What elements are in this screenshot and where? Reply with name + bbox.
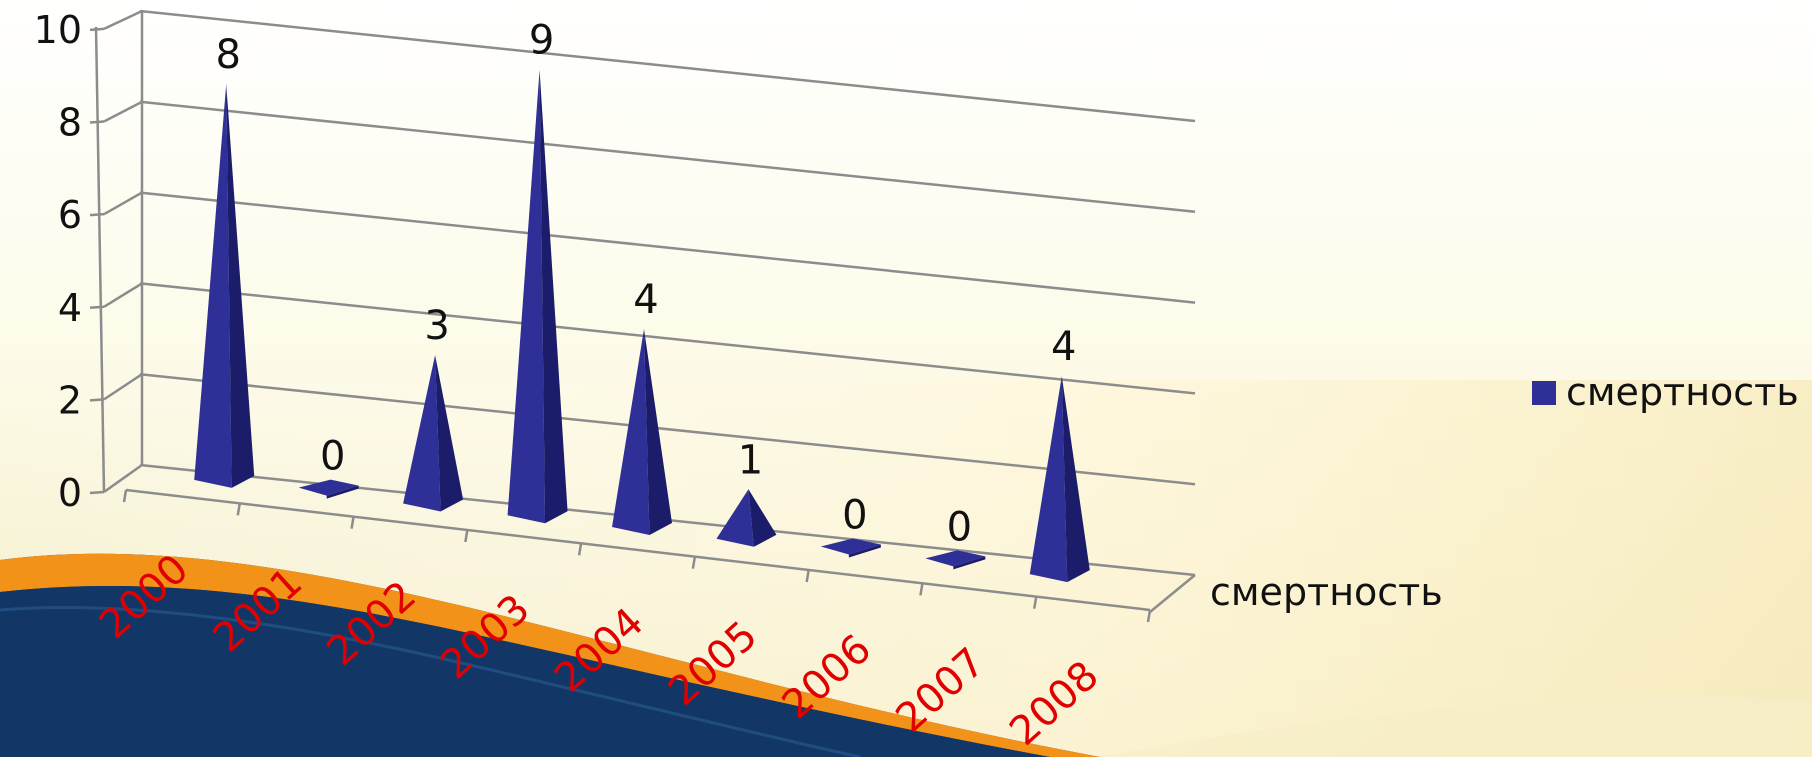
data-label: 4 — [633, 277, 658, 323]
data-label: 3 — [424, 303, 449, 349]
legend-label: смертность — [1566, 370, 1799, 414]
y-tick-label: 8 — [58, 101, 82, 145]
pyramid-bar — [194, 83, 255, 488]
y-tick-label: 6 — [58, 193, 82, 237]
pyramid-side-face — [748, 489, 777, 547]
x-tick-mark — [122, 489, 128, 503]
pyramid-bar — [403, 354, 464, 512]
data-label: 4 — [1051, 324, 1076, 370]
side-gridline — [103, 463, 143, 494]
y-tick-label: 0 — [58, 471, 82, 515]
gridline — [139, 9, 1196, 123]
pyramid-bar — [612, 329, 672, 535]
pyramid-front-face — [403, 354, 441, 512]
pyramid-side-face — [1061, 376, 1090, 583]
gridline — [139, 372, 1196, 486]
data-label: 1 — [738, 437, 763, 483]
data-label: 0 — [947, 504, 972, 550]
y-tick-label: 10 — [34, 8, 82, 52]
data-label: 8 — [215, 32, 240, 78]
pyramid-bar — [820, 538, 881, 558]
pyramid-base — [298, 479, 359, 496]
depth-axis-label: смертность — [1210, 570, 1443, 614]
gridline — [139, 282, 1196, 395]
x-tick-mark — [577, 543, 583, 556]
gridline — [139, 100, 1196, 214]
y-tick-mark — [89, 490, 105, 495]
side-gridline — [103, 373, 143, 401]
x-tick-mark — [691, 556, 697, 569]
pyramid-front-face — [507, 69, 546, 524]
grid-layer — [103, 9, 1196, 577]
pyramid-bar — [716, 489, 777, 547]
pyramid-side-face — [539, 69, 568, 524]
x-tick-mark — [1032, 596, 1038, 609]
side-gridline — [103, 282, 143, 308]
pyramid-front-face — [1029, 376, 1068, 583]
y-tick-mark — [89, 212, 105, 217]
pyramid-base — [925, 550, 986, 567]
x-tick-mark — [919, 583, 924, 596]
pyramid-side-face — [644, 329, 672, 535]
data-label: 9 — [529, 18, 554, 64]
x-tick-mark — [1146, 609, 1152, 623]
legend-swatch — [1532, 381, 1556, 405]
pyramid-side-face — [226, 83, 255, 488]
pyramid-bar — [507, 69, 568, 524]
x-tick-mark — [464, 529, 469, 543]
pyramid-front-face — [612, 329, 650, 535]
side-gridline — [103, 100, 143, 123]
legend: смертность — [1532, 370, 1799, 414]
y-axis-line — [94, 26, 106, 493]
data-label: 0 — [842, 493, 867, 539]
x-tick-mark — [350, 516, 355, 529]
data-label: 0 — [320, 434, 345, 480]
pyramid-bar — [298, 479, 359, 499]
axis-layer — [89, 11, 1196, 623]
pyramid-base — [820, 538, 881, 555]
x-tick-mark — [236, 503, 242, 516]
pyramid-front-face — [716, 489, 754, 547]
y-tick-label: 2 — [58, 378, 82, 422]
x-axis-line — [125, 488, 1151, 612]
pyramid-base-edge — [326, 485, 359, 499]
y-tick-label: 4 — [58, 286, 82, 330]
pyramid-base-edge — [953, 556, 986, 570]
pyramid-front-face — [194, 83, 232, 488]
side-gridline — [103, 9, 143, 31]
pyramid-side-face — [435, 354, 464, 512]
pyramid-bar — [1029, 376, 1090, 583]
floor-right-edge — [1149, 574, 1196, 613]
side-gridline — [103, 191, 143, 216]
pyramid-bar — [925, 550, 986, 570]
x-tick-mark — [805, 569, 810, 583]
pyramid-base-edge — [848, 544, 881, 558]
gridline — [139, 191, 1196, 304]
marks-layer — [194, 69, 1090, 583]
